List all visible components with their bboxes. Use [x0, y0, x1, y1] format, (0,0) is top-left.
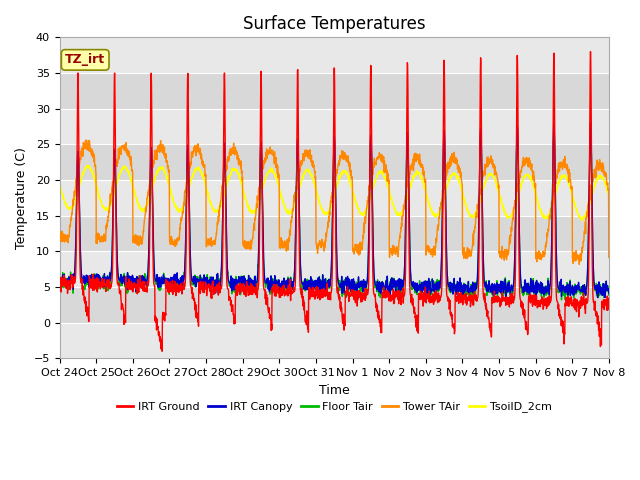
- Bar: [60, 287, 609, 323]
- Bar: [60, 216, 609, 251]
- Y-axis label: Temperature (C): Temperature (C): [15, 147, 28, 249]
- Bar: [60, 251, 609, 287]
- Text: TZ_irt: TZ_irt: [65, 53, 105, 66]
- Bar: [60, 37, 609, 73]
- Bar: [60, 73, 609, 108]
- Bar: [60, 144, 609, 180]
- Bar: [60, 323, 609, 358]
- X-axis label: Time: Time: [319, 384, 349, 396]
- Bar: [60, 108, 609, 144]
- Bar: [60, 180, 609, 216]
- Title: Surface Temperatures: Surface Temperatures: [243, 15, 426, 33]
- Legend: IRT Ground, IRT Canopy, Floor Tair, Tower TAir, TsoilD_2cm: IRT Ground, IRT Canopy, Floor Tair, Towe…: [113, 397, 556, 417]
